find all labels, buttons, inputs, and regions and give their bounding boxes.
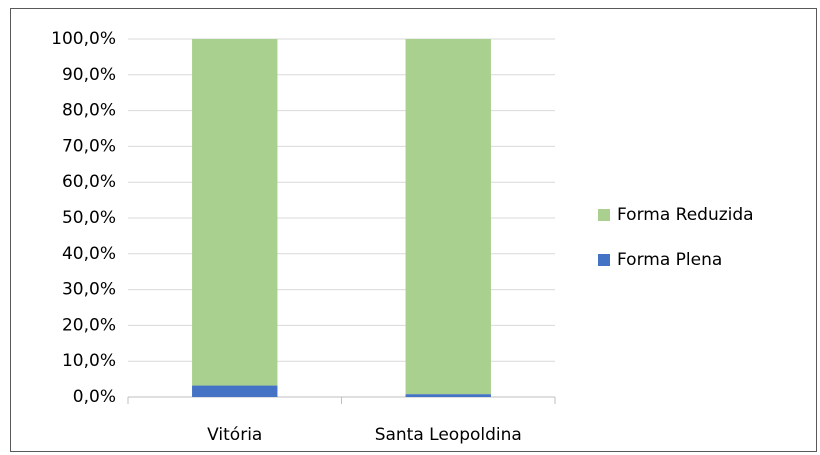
y-tick-label: 80,0%: [62, 101, 116, 121]
y-tick-label: 20,0%: [62, 315, 116, 335]
legend-label: Forma Plena: [617, 250, 722, 270]
y-tick-label: 100,0%: [51, 29, 116, 49]
y-tick-label: 0,0%: [73, 387, 116, 407]
bar-segment: [192, 385, 278, 397]
legend-swatch: [598, 254, 610, 266]
y-tick-label: 90,0%: [62, 65, 116, 85]
legend-swatch: [598, 209, 610, 221]
bar-segment: [405, 39, 491, 395]
y-tick-label: 50,0%: [62, 208, 116, 228]
y-tick-label: 10,0%: [62, 351, 116, 371]
bar-segment: [405, 394, 491, 397]
y-tick-label: 30,0%: [62, 280, 116, 300]
y-tick-label: 40,0%: [62, 244, 116, 264]
y-tick-label: 60,0%: [62, 172, 116, 192]
bar-segment: [192, 39, 278, 386]
x-tick-label: Santa Leopoldina: [375, 425, 522, 445]
y-tick-label: 70,0%: [62, 136, 116, 156]
x-tick-label: Vitória: [207, 425, 262, 445]
legend-label: Forma Reduzida: [617, 205, 754, 225]
